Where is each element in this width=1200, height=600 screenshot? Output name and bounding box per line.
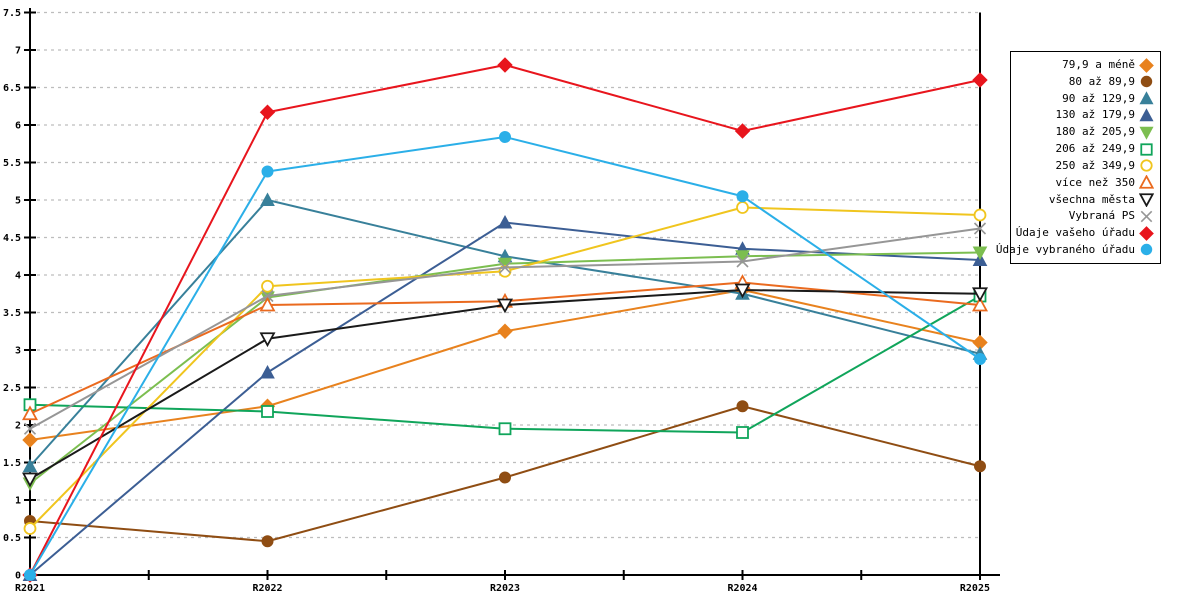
x-tick-label: R2024 bbox=[727, 583, 757, 594]
legend-item: 80 až 89,9 bbox=[1017, 74, 1154, 90]
square-marker-icon bbox=[1140, 142, 1153, 156]
y-tick-label: 2.5 bbox=[3, 383, 21, 394]
circle-marker-icon bbox=[1140, 159, 1153, 172]
legend-item: více než 350 bbox=[1017, 175, 1154, 191]
triangle-down-marker-icon bbox=[1139, 193, 1154, 207]
y-tick-label: 7 bbox=[15, 46, 21, 57]
legend-item-label: více než 350 bbox=[1055, 175, 1135, 189]
y-tick-label: 7.5 bbox=[3, 8, 21, 19]
series--daje-vybran-ho-adu bbox=[24, 131, 986, 581]
triangle-up-marker-icon bbox=[1139, 108, 1154, 122]
legend-item-label: Vybraná PS bbox=[1068, 209, 1135, 223]
legend-item: 130 až 179,9 bbox=[1017, 107, 1154, 123]
legend-item: všechna města bbox=[1017, 192, 1154, 208]
legend-box: 79,9 a méně 80 až 89,9 90 až 129,9 130 až 1… bbox=[996, 51, 1161, 264]
y-tick-label: 4.5 bbox=[3, 233, 21, 244]
legend-item-label: všechna města bbox=[1048, 192, 1135, 206]
legend-item-label: 79,9 a méně bbox=[1062, 58, 1135, 71]
series-180-a-205-9 bbox=[22, 246, 988, 492]
legend-item: Údaje vašeho úřadu bbox=[1015, 225, 1154, 241]
y-tick-label: 0 bbox=[15, 571, 21, 582]
legend-item-label: 80 až 89,9 bbox=[1068, 74, 1135, 88]
x-tick-label: R2023 bbox=[490, 583, 520, 594]
y-tick-label: 3 bbox=[15, 346, 21, 357]
triangle-up-marker-icon bbox=[1139, 91, 1154, 105]
legend-item-label: 180 až 205,9 bbox=[1055, 125, 1135, 139]
series-80-a-89-9 bbox=[24, 400, 986, 548]
diamond-marker-icon bbox=[1139, 57, 1154, 73]
legend-item-label: 130 až 179,9 bbox=[1055, 108, 1135, 122]
y-tick-label: 6 bbox=[15, 121, 21, 132]
y-tick-label: 4 bbox=[15, 271, 21, 282]
legend-item: 180 až 205,9 bbox=[1017, 124, 1154, 140]
series-v-echna-m-sta bbox=[21, 283, 989, 488]
x-axis-ticks: R2021 R2022 R2023 R2024 R2025 bbox=[15, 570, 990, 594]
y-tick-label: 5.5 bbox=[3, 158, 21, 169]
y-tick-label: 1.5 bbox=[3, 458, 21, 469]
legend-item: 206 až 249,9 bbox=[1017, 141, 1154, 157]
legend-item-label: 90 až 129,9 bbox=[1062, 91, 1135, 105]
diamond-marker-icon bbox=[1139, 225, 1154, 241]
legend-item: 90 až 129,9 bbox=[1017, 91, 1154, 107]
y-axis-ticks: 0 0.5 1 1.5 2 2.5 3 3.5 4 4.5 5 5.5 6 6.5 7 7.5 bbox=[3, 8, 36, 582]
y-tick-label: 0.5 bbox=[3, 533, 21, 544]
legend-item-label: Údaje vybraného úřadu bbox=[995, 242, 1135, 256]
y-tick-label: 6.5 bbox=[3, 83, 21, 94]
circle-marker-icon bbox=[1140, 244, 1153, 256]
circle-marker-icon bbox=[1140, 76, 1153, 88]
y-tick-label: 3.5 bbox=[3, 308, 21, 319]
legend-item: Údaje vybraného úřadu bbox=[996, 242, 1154, 258]
legend-item-label: 250 až 349,9 bbox=[1055, 158, 1135, 172]
gridlines bbox=[30, 11, 980, 539]
y-tick-label: 2 bbox=[15, 421, 21, 432]
legend-item: 250 až 349,9 bbox=[1017, 158, 1154, 174]
triangle-down-marker-icon bbox=[1139, 126, 1154, 140]
y-tick-label: 5 bbox=[15, 196, 21, 207]
legend-item: 79,9 a méně bbox=[1017, 57, 1154, 73]
x-marker-icon bbox=[1140, 210, 1153, 223]
legend-item-label: Údaje vašeho úřadu bbox=[1015, 226, 1135, 240]
triangle-up-marker-icon bbox=[1139, 175, 1154, 189]
x-tick-label: R2025 bbox=[960, 583, 990, 594]
x-tick-label: R2021 bbox=[15, 583, 45, 594]
series-206-a-249-9 bbox=[23, 289, 987, 439]
y-tick-label: 1 bbox=[15, 496, 21, 507]
legend-item: Vybraná PS bbox=[1017, 208, 1154, 224]
series-250-a-349-9 bbox=[23, 201, 987, 535]
x-tick-label: R2022 bbox=[252, 583, 282, 594]
legend-item-label: 206 až 249,9 bbox=[1055, 142, 1135, 156]
